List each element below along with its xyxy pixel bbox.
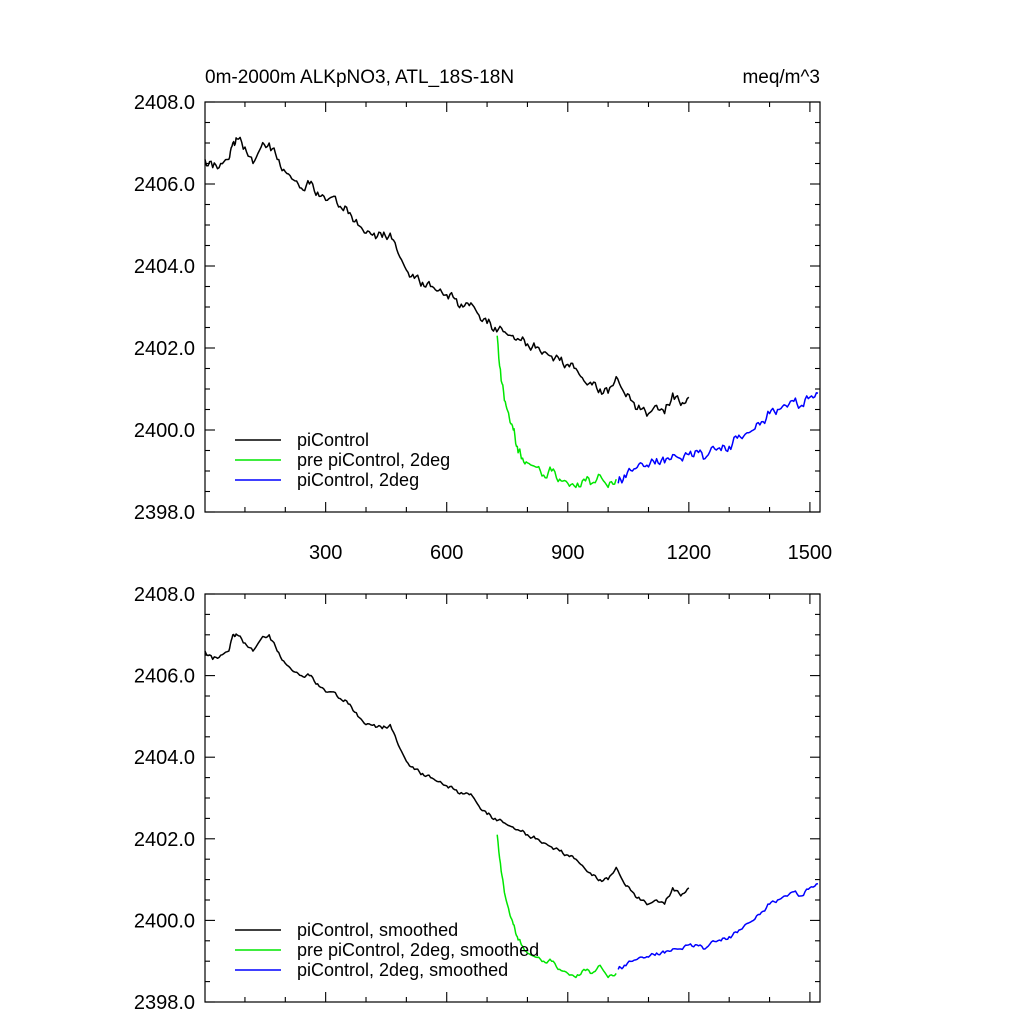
y-tick-label: 2408.0 bbox=[134, 92, 195, 114]
y-tick-label: 2400.0 bbox=[134, 910, 195, 932]
legend-entry: pre piControl, 2deg bbox=[297, 450, 450, 470]
legend-entry: piControl, 2deg bbox=[297, 470, 419, 490]
top-panel: 2398.0 2400.0 2402.0 2404.0 2406.0 2408.0 300 6… bbox=[134, 92, 832, 564]
series-line-picontrol-2deg-smoothed bbox=[617, 882, 819, 970]
x-tick-label: 1500 bbox=[788, 542, 833, 564]
x-tick-label: 900 bbox=[551, 542, 584, 564]
legend-entry: piControl bbox=[297, 430, 369, 450]
y-tick-label: 2404.0 bbox=[134, 256, 195, 278]
y-tick-label: 2398.0 bbox=[134, 992, 195, 1014]
y-tick-label: 2408.0 bbox=[134, 584, 195, 606]
units-label: meq/m^3 bbox=[742, 67, 820, 88]
series-line-picontrol-smoothed bbox=[204, 633, 690, 906]
series-line-picontrol-2deg bbox=[617, 392, 819, 484]
y-tick-label: 2400.0 bbox=[134, 420, 195, 442]
legend-entry: piControl, smoothed bbox=[297, 920, 458, 940]
bottom-panel: 2398.0 2400.0 2402.0 2404.0 2406.0 2408.0 piCo… bbox=[134, 584, 821, 1014]
y-tick-label: 2398.0 bbox=[134, 502, 195, 524]
x-tick-label: 1200 bbox=[667, 542, 712, 564]
y-tick-label: 2402.0 bbox=[134, 829, 195, 851]
legend-entry: piControl, 2deg, smoothed bbox=[297, 960, 508, 980]
x-tick-label: 300 bbox=[309, 542, 342, 564]
y-tick-label: 2402.0 bbox=[134, 338, 195, 360]
series-line-pre-picontrol-2deg bbox=[496, 335, 617, 489]
y-tick-label: 2406.0 bbox=[134, 666, 195, 688]
x-tick-label: 600 bbox=[430, 542, 463, 564]
series-line-pre-picontrol-2deg-smoothed bbox=[496, 834, 617, 979]
y-tick-label: 2404.0 bbox=[134, 747, 195, 769]
y-tick-label: 2406.0 bbox=[134, 174, 195, 196]
chart-title: 0m-2000m ALKpNO3, ATL_18S-18N bbox=[205, 67, 514, 88]
series-line-picontrol bbox=[204, 136, 690, 417]
legend-entry: pre piControl, 2deg, smoothed bbox=[297, 940, 539, 960]
